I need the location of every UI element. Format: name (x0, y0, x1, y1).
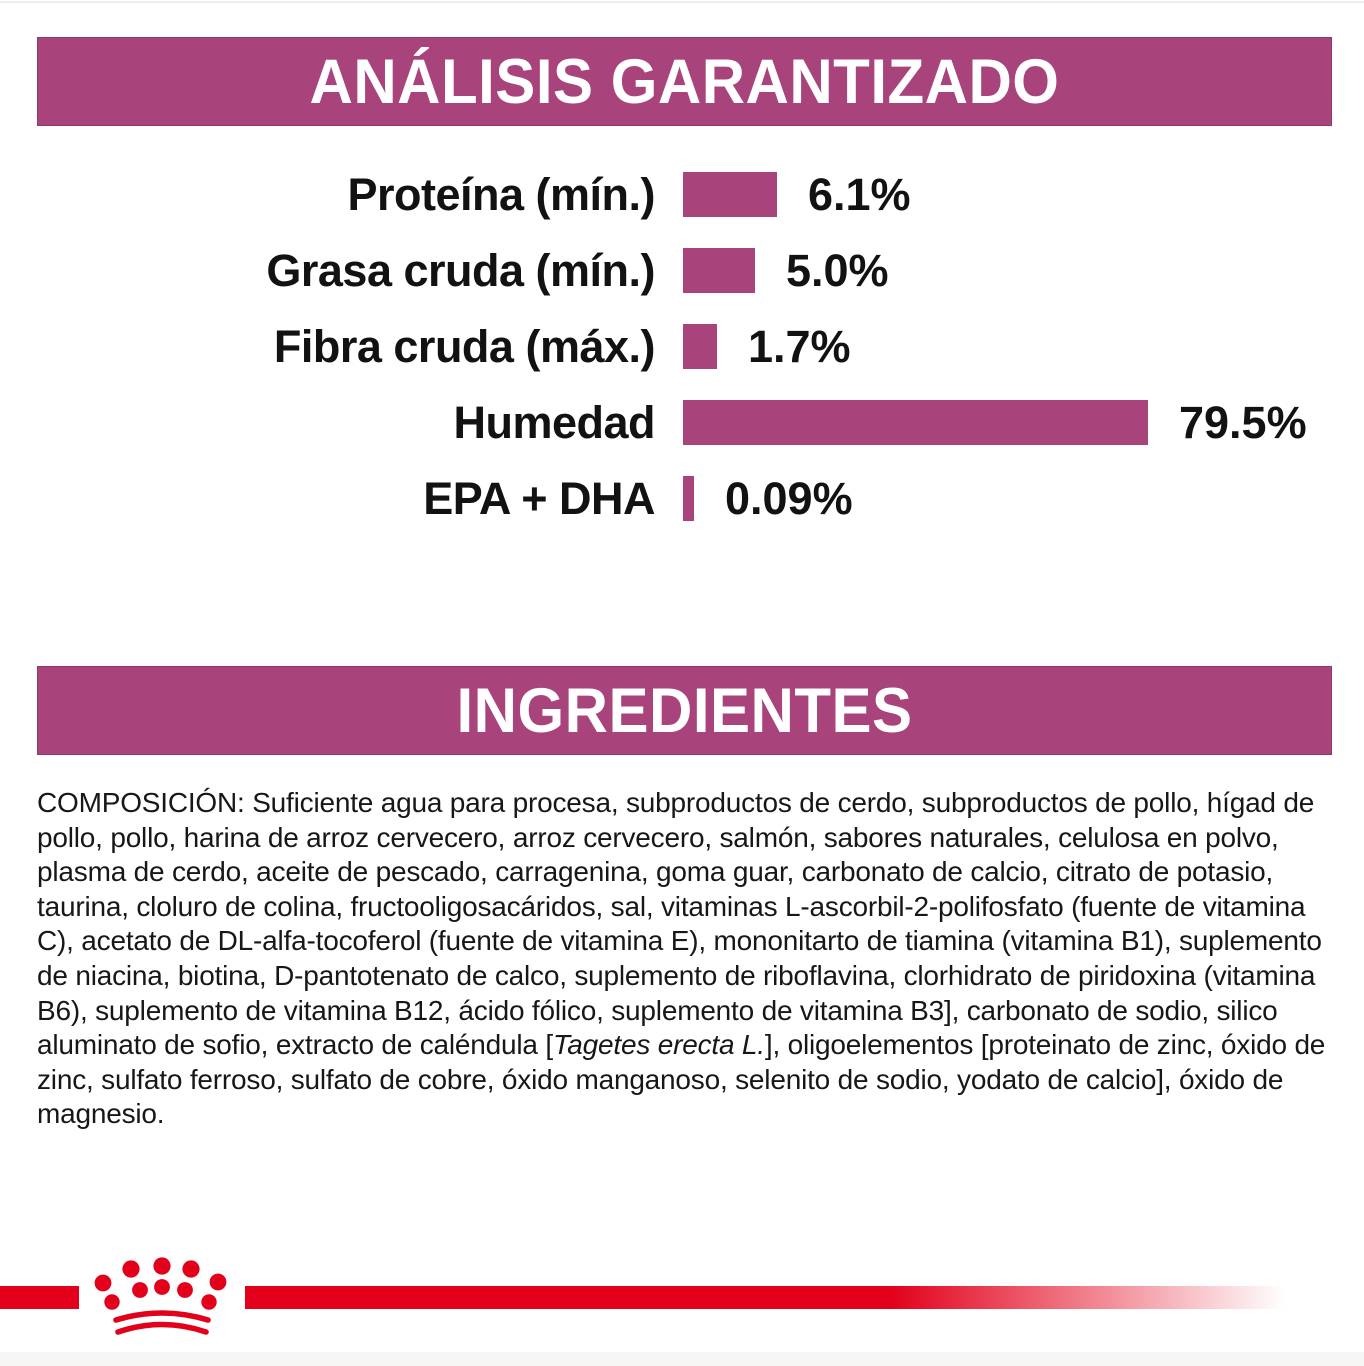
chart-row: EPA + DHA 0.09% (0, 473, 1364, 524)
chart-row: Humedad 79.5% (0, 397, 1364, 448)
chart-row: Grasa cruda (mín.) 5.0% (0, 245, 1364, 296)
chart-bar (683, 248, 755, 293)
chart-value-label: 6.1% (808, 168, 911, 220)
ingredients-title: INGREDIENTES (456, 675, 913, 746)
composition-text-pre: COMPOSICIÓN: Suficiente agua para proces… (37, 787, 1322, 1061)
royal-canin-crown-logo (94, 1257, 227, 1335)
chart-bar (683, 172, 777, 217)
guaranteed-analysis-chart: Proteína (mín.) 6.1% Grasa cruda (mín.) … (0, 169, 1364, 552)
composition-text-post: ], oligoelementos [proteinato de zinc, ó… (37, 1029, 1326, 1130)
chart-category-label: Fibra cruda (máx.) (273, 320, 656, 372)
bottom-fade-band (0, 1352, 1364, 1366)
guaranteed-analysis-title: ANÁLISIS GARANTIZADO (309, 46, 1060, 117)
top-divider (0, 1, 1364, 3)
composition-species-name: Tagetes erecta L. (552, 1029, 765, 1061)
chart-category-label: Proteína (mín.) (347, 168, 655, 220)
chart-bar (683, 400, 1148, 445)
chart-value-label: 0.09% (725, 472, 853, 524)
red-stripe-left (0, 1286, 79, 1309)
chart-row: Fibra cruda (máx.) 1.7% (0, 321, 1364, 372)
composition-paragraph: COMPOSICIÓN: Suficiente agua para proces… (37, 786, 1333, 1132)
chart-category-label: Grasa cruda (mín.) (266, 244, 655, 296)
chart-bar (683, 324, 717, 369)
chart-value-label: 79.5% (1179, 396, 1307, 448)
ingredients-header: INGREDIENTES (37, 666, 1332, 755)
chart-category-label: EPA + DHA (423, 472, 655, 524)
chart-bar (683, 476, 694, 521)
chart-row: Proteína (mín.) 6.1% (0, 169, 1364, 220)
guaranteed-analysis-header: ANÁLISIS GARANTIZADO (37, 37, 1332, 126)
red-stripe-right (245, 1286, 1285, 1309)
chart-value-label: 5.0% (786, 244, 889, 296)
chart-value-label: 1.7% (748, 320, 851, 372)
chart-category-label: Humedad (453, 396, 655, 448)
